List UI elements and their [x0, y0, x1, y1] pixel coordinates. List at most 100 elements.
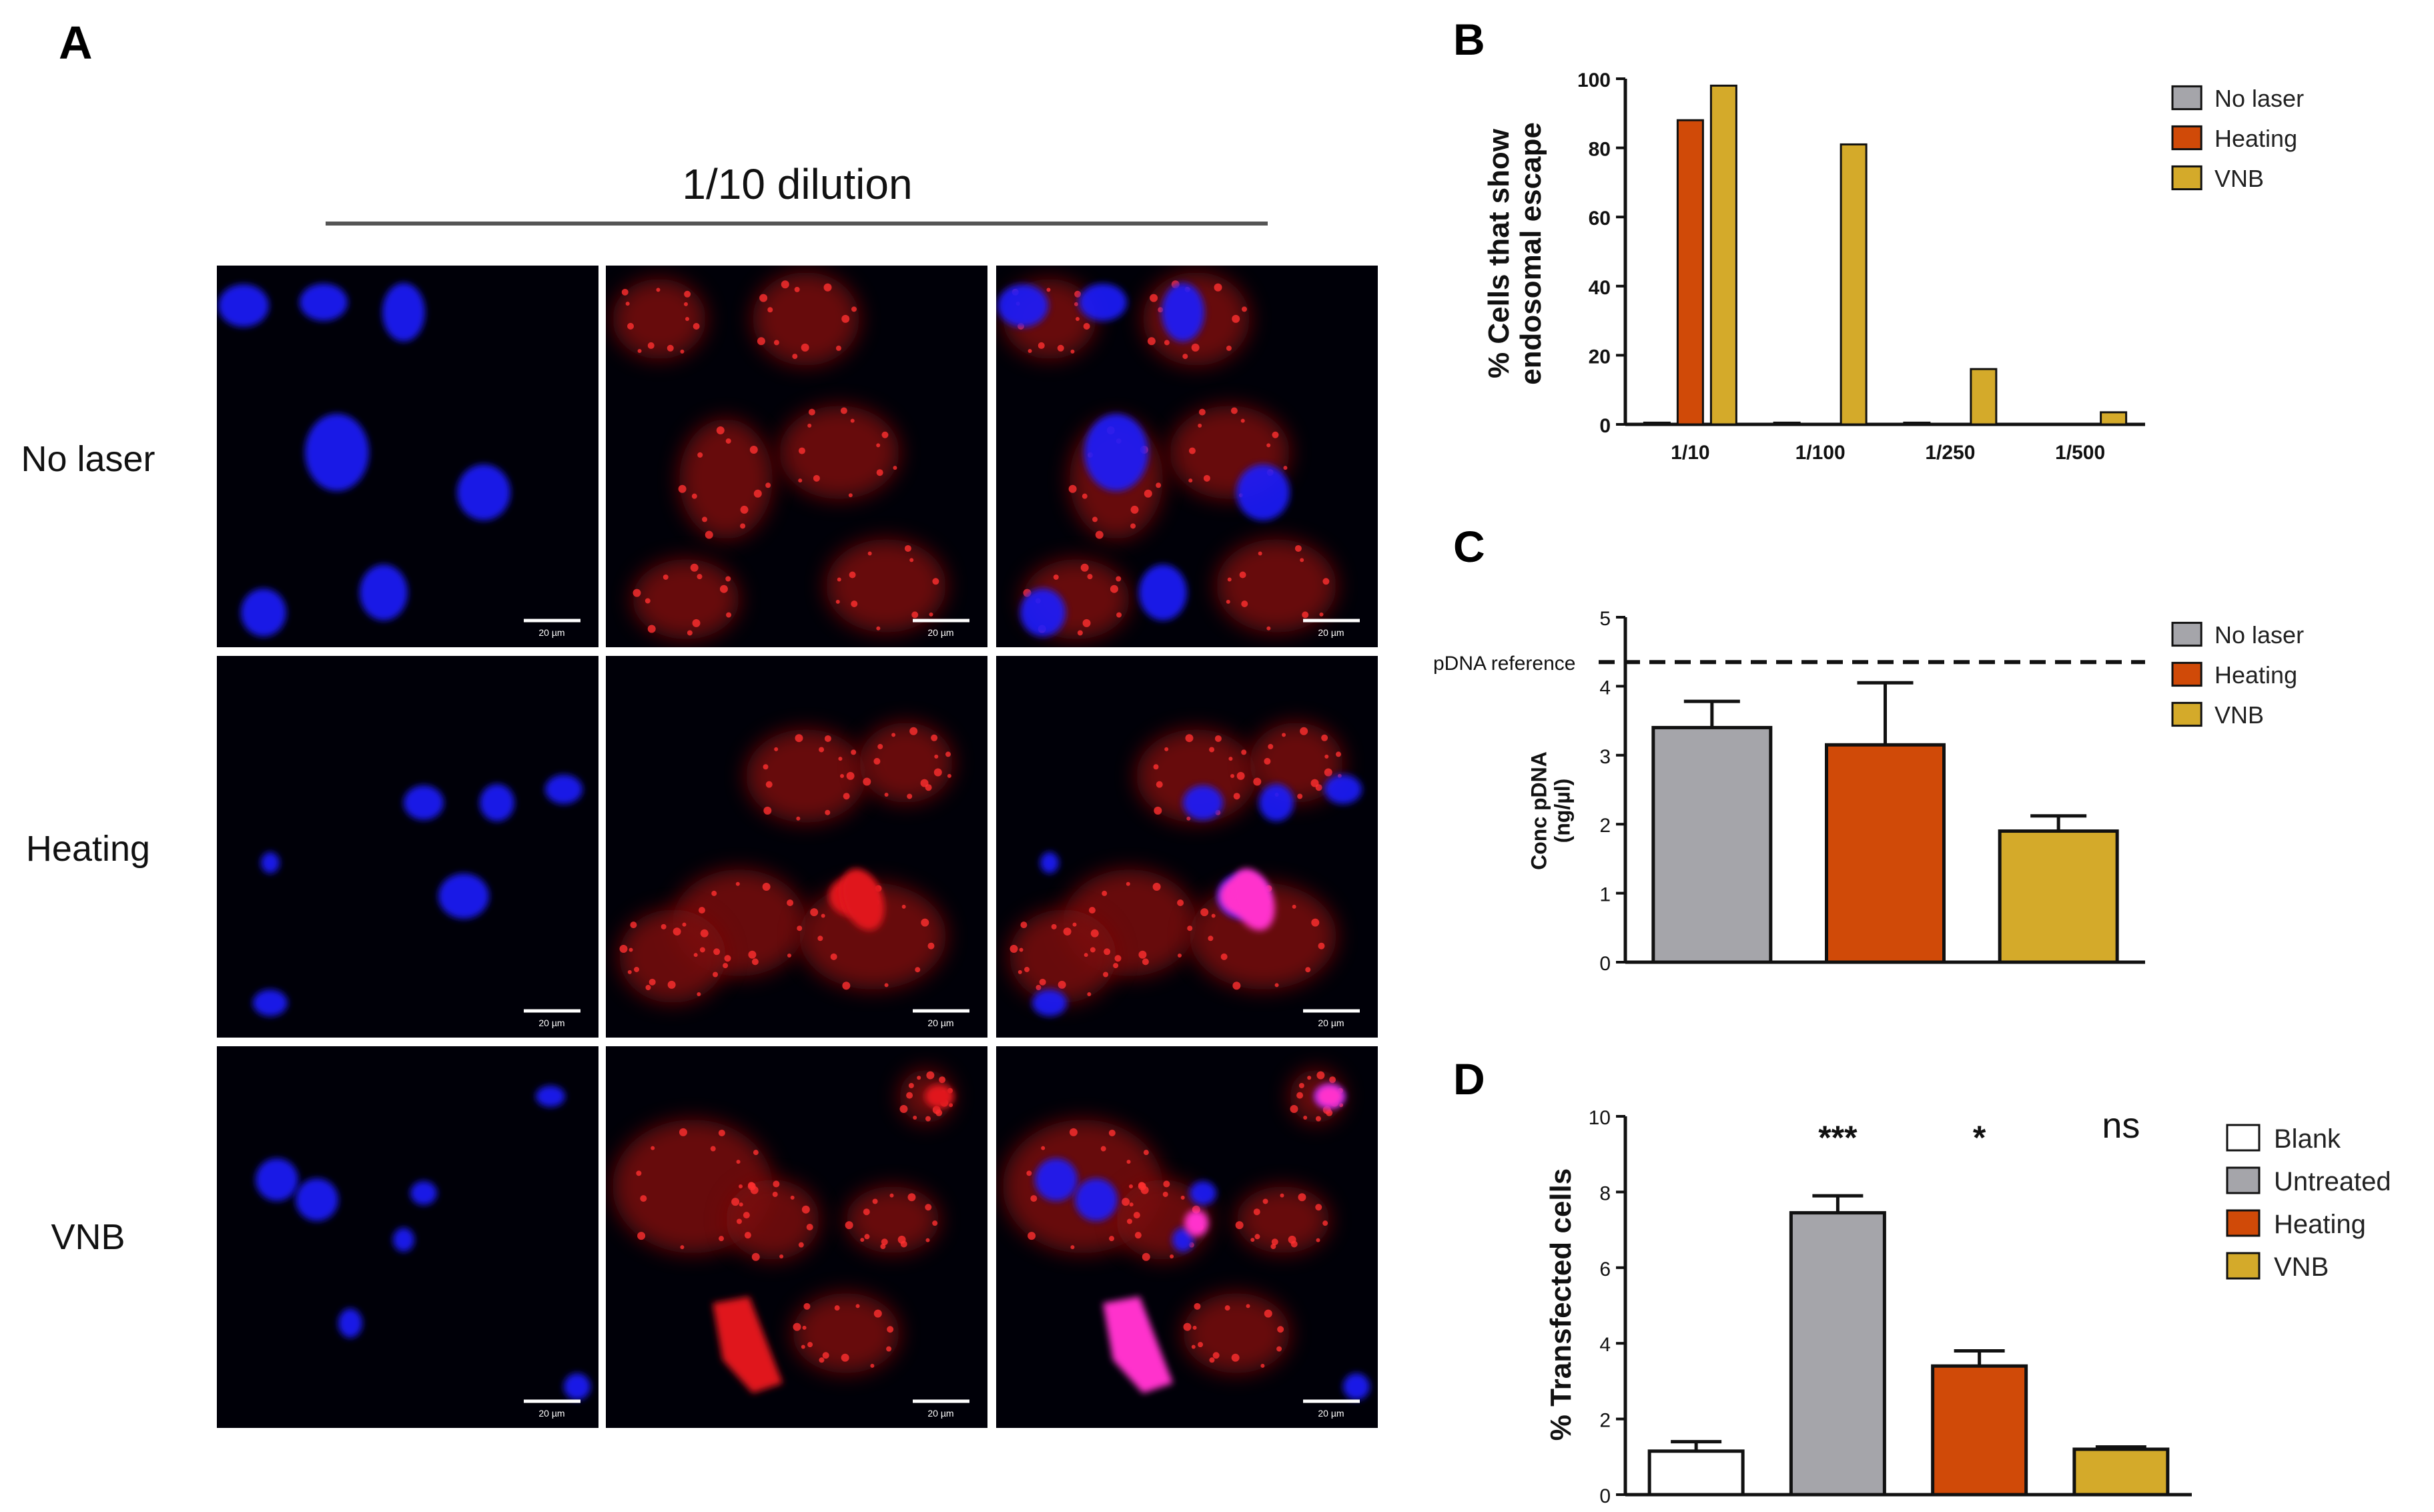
puncta [1182, 354, 1188, 360]
puncta [1068, 484, 1077, 493]
b-legend-label: Heating [2214, 125, 2297, 152]
nucleus [410, 1181, 437, 1205]
c-legend-swatch [2171, 661, 2202, 687]
cell-body [753, 272, 859, 366]
puncta [757, 337, 765, 346]
puncta [1270, 1244, 1276, 1250]
puncta [1276, 1346, 1282, 1352]
b-y-label: % Cells that showendosomal escape [1483, 122, 1547, 385]
d-legend-label: Untreated [2274, 1167, 2391, 1196]
puncta [870, 1363, 875, 1368]
nucleus [1236, 464, 1290, 520]
puncta [837, 577, 841, 582]
cell-signal [1315, 1084, 1344, 1108]
puncta [1232, 314, 1240, 323]
puncta [645, 598, 651, 604]
puncta [739, 1202, 743, 1207]
b-x-tick-label: 1/250 [1925, 442, 1975, 464]
puncta [1070, 349, 1075, 354]
puncta [817, 935, 823, 941]
nucleus [382, 283, 425, 342]
puncta [1262, 1198, 1268, 1204]
panel-a-letter: A [59, 17, 93, 69]
micrograph-r2-c1: 20 µm [217, 656, 598, 1038]
puncta [1130, 523, 1136, 529]
c-bar [1651, 725, 1773, 964]
puncta [1233, 793, 1240, 800]
nucleus [1190, 1181, 1216, 1205]
puncta [801, 1205, 810, 1214]
puncta [925, 1204, 932, 1211]
puncta [1250, 1238, 1255, 1242]
nucleus [1075, 1178, 1118, 1221]
puncta [798, 478, 803, 483]
d-bar [1789, 1211, 1886, 1497]
puncta [884, 793, 889, 797]
puncta [702, 516, 708, 522]
d-y-tick-label: 2 [1599, 1410, 1611, 1432]
c-y-tick-label: 3 [1599, 746, 1611, 768]
puncta [849, 571, 856, 579]
puncta [886, 1346, 892, 1352]
puncta [1104, 948, 1111, 956]
puncta [1122, 1198, 1130, 1206]
scale-bar-label: 20 µm [1318, 1408, 1344, 1419]
puncta [834, 1305, 840, 1311]
panel-b: B 0 20 40 60 80 100 % Cells that showendosomal… [1453, 15, 2304, 464]
puncta [1321, 734, 1328, 741]
puncta [773, 1180, 780, 1188]
puncta [1194, 1302, 1201, 1310]
puncta [1282, 733, 1286, 737]
puncta [867, 551, 872, 556]
b-y-tick-label: 60 [1589, 208, 1611, 230]
d-legend-label: VNB [2274, 1252, 2329, 1282]
puncta [647, 342, 655, 349]
puncta [808, 408, 815, 416]
puncta [630, 921, 637, 929]
nucleus [480, 784, 514, 821]
b-legend-swatch [2171, 125, 2202, 151]
puncta [740, 505, 749, 514]
puncta [845, 1221, 853, 1230]
puncta [736, 1218, 742, 1224]
nucleus [1032, 990, 1067, 1016]
nucleus [393, 1228, 414, 1252]
puncta [913, 1116, 917, 1120]
puncta [1231, 1353, 1240, 1362]
puncta [1294, 544, 1302, 552]
puncta [1315, 1204, 1322, 1211]
puncta [1153, 764, 1159, 770]
c-legend-swatch [2171, 701, 2202, 727]
puncta [842, 982, 851, 990]
puncta [796, 816, 801, 821]
puncta [1292, 904, 1296, 909]
puncta [725, 576, 731, 582]
puncta [932, 1220, 938, 1226]
puncta [1087, 992, 1092, 997]
puncta [824, 735, 831, 742]
puncta [1108, 1129, 1116, 1136]
cell-body [726, 1180, 819, 1260]
nucleus-signal [841, 868, 885, 931]
scale-bar-label: 20 µm [1318, 627, 1344, 638]
puncta [925, 1116, 931, 1122]
puncta [699, 947, 705, 953]
d-significance-label: *** [1818, 1119, 1858, 1156]
puncta [1076, 317, 1080, 321]
puncta [1046, 288, 1051, 292]
puncta [1024, 966, 1030, 972]
puncta [719, 585, 728, 593]
puncta [753, 489, 762, 498]
puncta [1266, 443, 1271, 448]
puncta [1082, 619, 1091, 627]
cell-body [1250, 723, 1343, 803]
cell-signal [1103, 1296, 1173, 1393]
puncta [682, 922, 687, 927]
puncta [1084, 953, 1088, 958]
puncta [649, 978, 656, 986]
puncta [1113, 963, 1119, 969]
puncta [1019, 948, 1024, 952]
cell-body [619, 909, 726, 1003]
puncta [705, 530, 713, 539]
